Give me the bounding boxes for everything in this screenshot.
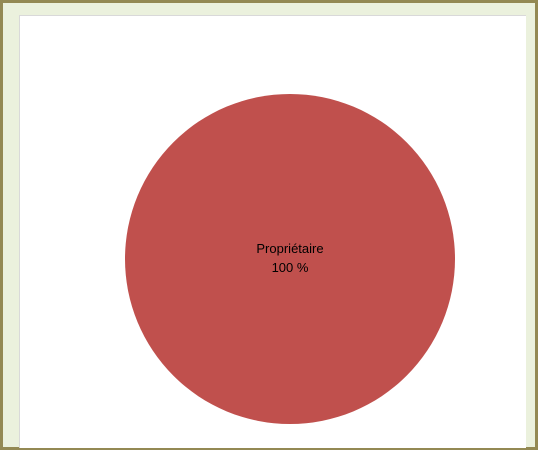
pie-slices [125,94,455,424]
plot-area: Propriétaire 100 % [19,15,526,448]
slice-category-label: Propriétaire [256,241,323,256]
pie-slice-0 [125,94,455,424]
slice-value-label: 100 % [272,260,309,275]
pie-chart: Propriétaire 100 % [125,94,455,424]
pie-labels: Propriétaire 100 % [256,241,323,275]
